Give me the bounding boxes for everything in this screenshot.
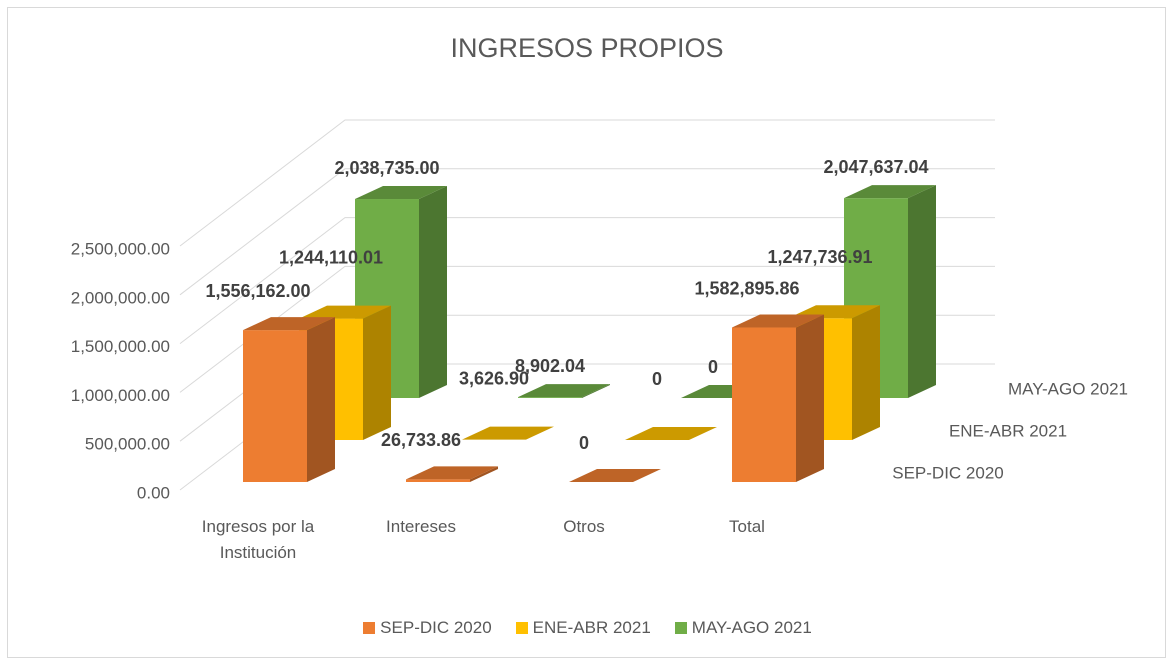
chart-title: INGRESOS PROPIOS	[450, 33, 723, 63]
legend-swatch	[674, 622, 687, 634]
x-tick-label: Ingresos por la Institución	[201, 517, 315, 562]
bar-side	[908, 185, 936, 398]
bar-side	[363, 305, 391, 440]
bar-side	[307, 317, 335, 482]
bar-front	[406, 479, 470, 482]
y-tick-label: 0.00	[137, 483, 170, 502]
data-label: 8,902.04	[515, 356, 585, 376]
data-label: 2,038,735.00	[334, 158, 439, 178]
bar-front	[732, 327, 796, 482]
bar	[243, 317, 335, 482]
bar-top	[406, 466, 498, 480]
bar	[732, 314, 824, 482]
data-label: 1,244,110.01	[279, 247, 383, 267]
bar	[406, 466, 498, 482]
bar-top	[299, 305, 391, 319]
legend-swatch	[363, 622, 376, 634]
grid-line	[179, 119, 995, 247]
bar-top	[462, 426, 554, 440]
grid-line	[179, 265, 995, 393]
data-label: 0	[708, 357, 718, 377]
data-label: 0	[652, 369, 662, 389]
legend-item: ENE-ABR 2021	[515, 618, 651, 638]
bar-side	[852, 305, 880, 440]
legend: SEP-DIC 2020 ENE-ABR 2021 MAY-AGO 2021	[0, 618, 1175, 638]
legend-swatch	[515, 622, 528, 634]
y-tick-label: 1,000,000.00	[71, 386, 170, 405]
legend-label: SEP-DIC 2020	[380, 618, 492, 637]
x-tick-label: Intereses	[386, 517, 456, 536]
bar-front	[518, 397, 582, 398]
bar-side	[470, 466, 498, 482]
depth-label: MAY-AGO 2021	[1008, 379, 1128, 398]
data-label: 3,626.90	[459, 368, 529, 388]
bar-top	[625, 427, 717, 440]
y-tick-label: 2,500,000.00	[71, 239, 170, 258]
bar-top	[518, 384, 610, 398]
data-label: 0	[579, 433, 589, 453]
data-label: 26,733.86	[381, 430, 461, 450]
bar	[518, 384, 610, 398]
bar-side	[796, 314, 824, 482]
x-tick-label: Total	[729, 517, 765, 536]
bar-top	[243, 317, 335, 331]
bar-top	[355, 186, 447, 200]
depth-label: ENE-ABR 2021	[949, 421, 1067, 440]
y-tick-label: 500,000.00	[85, 435, 170, 454]
legend-item: SEP-DIC 2020	[363, 618, 492, 638]
bar-front	[243, 330, 307, 482]
bar	[625, 427, 717, 440]
data-label: 1,556,162.00	[205, 281, 310, 301]
legend-label: ENE-ABR 2021	[532, 618, 651, 637]
bar-top	[569, 469, 661, 482]
y-tick-label: 2,000,000.00	[71, 288, 170, 307]
bar-side	[582, 384, 610, 398]
data-label: 2,047,637.04	[823, 157, 928, 177]
x-tick-label: Otros	[563, 517, 605, 536]
bar-top	[844, 185, 936, 199]
data-label: 1,582,895.86	[694, 278, 799, 298]
bar	[462, 426, 554, 440]
legend-label: MAY-AGO 2021	[691, 618, 812, 637]
data-label: 1,247,736.91	[767, 247, 872, 267]
bar-top	[732, 314, 824, 328]
depth-label: SEP-DIC 2020	[892, 463, 1004, 482]
grid-line	[179, 168, 995, 296]
grid-line	[179, 217, 995, 344]
y-tick-label: 1,500,000.00	[71, 337, 170, 356]
chart-border	[7, 7, 1166, 658]
bar-side	[419, 186, 447, 398]
legend-item: MAY-AGO 2021	[674, 618, 812, 638]
bar	[569, 469, 661, 482]
